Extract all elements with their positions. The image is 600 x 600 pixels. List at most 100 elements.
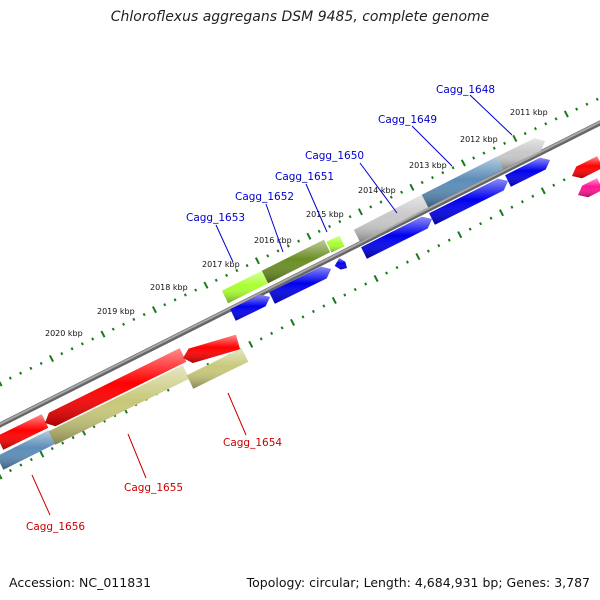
outer-scale-tick <box>286 244 290 248</box>
gene-label: Cagg_1649 <box>378 114 437 126</box>
inner-scale-tick <box>301 315 305 319</box>
outer-scale-tick <box>225 273 229 278</box>
scale-label: 2017 kbp <box>202 260 240 269</box>
leader-line <box>359 162 398 214</box>
outer-scale-tick <box>492 146 496 150</box>
outer-scale-tick <box>441 171 445 175</box>
inner-scale-tick <box>280 326 284 330</box>
outer-scale-tick <box>369 205 373 209</box>
inner-scale-tick <box>520 200 524 204</box>
inner-scale-tick <box>562 178 566 182</box>
outer-scale-tick <box>317 229 321 233</box>
outer-scale-tick <box>111 327 115 331</box>
outer-scale-tick <box>203 281 209 289</box>
outer-scale-tick <box>389 195 393 199</box>
gene-label: Cagg_1650 <box>305 150 364 162</box>
inner-scale-tick <box>415 253 421 261</box>
outer-scale-tick <box>400 190 404 194</box>
inner-scale-tick <box>498 209 504 217</box>
gene-cagg-1654-red-shade <box>183 334 241 363</box>
outer-scale-tick <box>544 122 548 126</box>
outer-scale-tick <box>122 322 126 326</box>
outer-scale-tick <box>451 166 455 170</box>
outer-scale-tick <box>595 97 599 101</box>
gene-label: Cagg_1651 <box>275 171 334 183</box>
outer-scale-tick <box>523 131 527 136</box>
inner-scale-tick <box>311 309 315 314</box>
outer-scale-tick <box>348 215 352 219</box>
outer-scale-tick <box>503 141 507 145</box>
leader-line <box>265 203 284 253</box>
outer-scale-tick <box>585 102 589 106</box>
inner-scale-tick <box>540 187 546 195</box>
outer-scale-tick <box>306 232 312 240</box>
gene-label: Cagg_1655 <box>124 482 183 494</box>
outer-scale-tick <box>357 208 363 216</box>
outer-scale-tick <box>297 239 301 243</box>
scale-label: 2014 kbp <box>358 186 396 195</box>
gene-cagg-1648-shade <box>496 138 545 170</box>
inner-scale-tick <box>343 293 347 297</box>
outer-scale-tick <box>575 107 579 111</box>
leader-line <box>305 183 328 233</box>
outer-scale-tick <box>163 303 167 307</box>
map-title: Chloroflexus aggregans DSM 9485, complet… <box>110 9 490 25</box>
gene-cagg-1649-shade <box>421 156 504 208</box>
outer-scale-tick <box>563 110 569 118</box>
outer-scale-tick <box>276 249 280 253</box>
outer-scale-tick <box>60 352 64 356</box>
gene-cagg-1653-shade <box>221 270 269 304</box>
scale-label: 2013 kbp <box>409 161 447 170</box>
scale-label: 2018 kbp <box>150 283 188 292</box>
leader-line <box>411 125 453 167</box>
outer-scale-tick <box>19 371 23 375</box>
outer-scale-tick <box>39 361 43 366</box>
gene-cagg-1655-shade <box>48 365 190 445</box>
gene-pink-right-shade <box>578 178 600 198</box>
inner-scale-tick <box>39 450 45 458</box>
leader-line <box>469 94 513 136</box>
inner-scale-tick <box>61 441 65 445</box>
leader-line <box>127 433 147 479</box>
gene-label: Cagg_1654 <box>223 437 282 449</box>
leader-line <box>31 474 51 516</box>
outer-scale-tick <box>29 366 33 370</box>
gene-blue-2-shade <box>269 266 331 304</box>
inner-scale-tick <box>468 227 472 231</box>
gene-red-right-shade <box>572 156 600 179</box>
gene-cagg-1652-shade <box>261 239 331 284</box>
inner-scale-tick <box>489 216 493 220</box>
gene-label: Cagg_1652 <box>235 191 294 203</box>
inner-scale-tick <box>331 296 337 305</box>
inner-scale-tick <box>531 194 535 198</box>
inner-scale-tick <box>479 222 483 226</box>
outer-scale-tick <box>379 200 383 204</box>
outer-scale-tick <box>460 159 466 167</box>
outer-scale-tick <box>533 127 537 131</box>
outer-scale-tick <box>214 278 218 282</box>
inner-scale-tick <box>364 282 368 286</box>
inner-scale-tick <box>92 425 96 429</box>
topology-summary: Topology: circular; Length: 4,684,931 bp… <box>246 575 590 590</box>
scale-label: 2016 kbp <box>254 236 292 245</box>
inner-scale-tick <box>270 331 274 336</box>
inner-scale-tick <box>248 340 254 348</box>
gene-blue-6-shade <box>505 157 550 187</box>
inner-scale-tick <box>437 244 441 248</box>
gene-cagg-1656-shade <box>0 430 56 470</box>
gene-cagg-1650-shade <box>353 194 429 243</box>
outer-scale-tick <box>183 293 187 297</box>
outer-scale-tick <box>8 376 12 380</box>
inner-scale-tick <box>8 468 12 473</box>
inner-scale-tick <box>552 183 556 187</box>
inner-scale-tick <box>290 318 296 326</box>
inner-scale-tick <box>457 231 463 239</box>
outer-scale-tick <box>80 342 84 346</box>
outer-scale-tick <box>409 183 415 191</box>
scale-label: 2012 kbp <box>460 135 498 144</box>
inner-scale-tick <box>71 435 75 440</box>
gene-blue-5-shade <box>429 178 508 225</box>
outer-scale-tick <box>235 268 239 273</box>
gene-blue-4-shade <box>361 216 432 259</box>
leader-line <box>215 224 234 263</box>
